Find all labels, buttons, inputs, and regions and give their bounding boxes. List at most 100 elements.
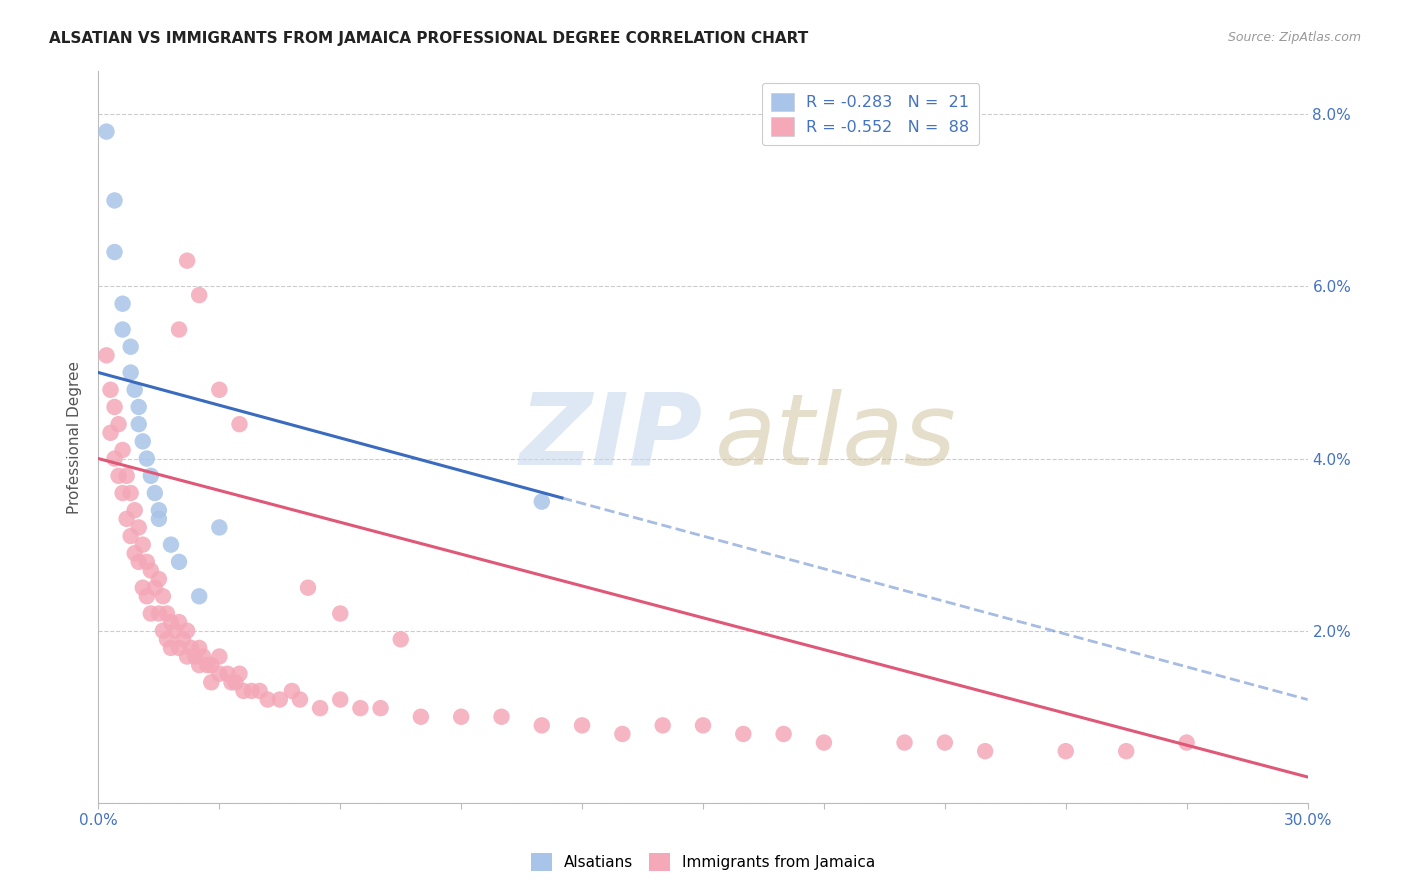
Point: [120, 486, 142, 500]
Point: [200, 675, 222, 690]
Point: [96, 348, 118, 362]
Point: [530, 718, 553, 732]
Point: [176, 649, 198, 664]
Point: [491, 710, 513, 724]
Point: [143, 486, 166, 500]
Point: [288, 692, 311, 706]
Point: [132, 538, 155, 552]
Point: [128, 417, 150, 432]
Point: [163, 624, 186, 638]
Point: [167, 322, 190, 336]
Point: [120, 529, 142, 543]
Point: [167, 640, 190, 655]
Point: [115, 468, 138, 483]
Point: [370, 701, 392, 715]
Point: [974, 744, 997, 758]
Point: [193, 649, 215, 664]
Point: [309, 701, 332, 715]
Point: [188, 658, 211, 673]
Point: [135, 555, 157, 569]
Point: [1054, 744, 1077, 758]
Point: [172, 632, 194, 647]
Point: [120, 340, 142, 354]
Point: [349, 701, 371, 715]
Point: [124, 383, 146, 397]
Point: [139, 468, 162, 483]
Point: [329, 607, 352, 621]
Point: [107, 417, 129, 432]
Point: [111, 486, 134, 500]
Point: [329, 692, 352, 706]
Point: [389, 632, 412, 647]
Point: [188, 288, 211, 302]
Point: [188, 589, 211, 603]
Point: [100, 425, 122, 440]
Point: [297, 581, 319, 595]
Point: [160, 640, 183, 655]
Point: [96, 125, 118, 139]
Point: [115, 512, 138, 526]
Point: [135, 451, 157, 466]
Point: [128, 555, 150, 569]
Point: [124, 546, 146, 560]
Point: [180, 640, 202, 655]
Legend: R = -0.283   N =  21, R = -0.552   N =  88: R = -0.283 N = 21, R = -0.552 N = 88: [762, 83, 979, 145]
Text: ZIP: ZIP: [520, 389, 703, 485]
Point: [148, 503, 170, 517]
Point: [176, 624, 198, 638]
Point: [612, 727, 634, 741]
Point: [152, 624, 174, 638]
Point: [1175, 735, 1198, 749]
Point: [232, 684, 254, 698]
Point: [224, 675, 246, 690]
Point: [813, 735, 835, 749]
Point: [120, 366, 142, 380]
Point: [893, 735, 915, 749]
Point: [143, 581, 166, 595]
Point: [200, 658, 222, 673]
Point: [221, 675, 243, 690]
Point: [208, 649, 231, 664]
Point: [148, 572, 170, 586]
Point: [249, 684, 271, 698]
Point: [651, 718, 673, 732]
Text: ALSATIAN VS IMMIGRANTS FROM JAMAICA PROFESSIONAL DEGREE CORRELATION CHART: ALSATIAN VS IMMIGRANTS FROM JAMAICA PROF…: [49, 31, 808, 46]
Point: [228, 666, 250, 681]
Point: [208, 520, 231, 534]
Point: [733, 727, 755, 741]
Point: [148, 607, 170, 621]
Point: [100, 383, 122, 397]
Point: [450, 710, 472, 724]
Point: [240, 684, 263, 698]
Point: [148, 512, 170, 526]
Point: [160, 538, 183, 552]
Point: [1115, 744, 1137, 758]
Point: [156, 607, 179, 621]
Point: [111, 322, 134, 336]
Legend: Alsatians, Immigrants from Jamaica: Alsatians, Immigrants from Jamaica: [524, 847, 882, 877]
Point: [269, 692, 291, 706]
Point: [281, 684, 304, 698]
Point: [228, 417, 250, 432]
Point: [934, 735, 956, 749]
Point: [128, 400, 150, 414]
Point: [195, 658, 218, 673]
Point: [409, 710, 432, 724]
Point: [111, 442, 134, 457]
Point: [135, 589, 157, 603]
Point: [124, 503, 146, 517]
Point: [107, 468, 129, 483]
Point: [772, 727, 794, 741]
Point: [132, 581, 155, 595]
Point: [160, 615, 183, 629]
Text: atlas: atlas: [716, 389, 956, 485]
Point: [571, 718, 593, 732]
Point: [132, 434, 155, 449]
Point: [208, 383, 231, 397]
Point: [256, 692, 278, 706]
Point: [139, 564, 162, 578]
Point: [103, 400, 125, 414]
Point: [128, 520, 150, 534]
Point: [188, 640, 211, 655]
Point: [111, 296, 134, 310]
